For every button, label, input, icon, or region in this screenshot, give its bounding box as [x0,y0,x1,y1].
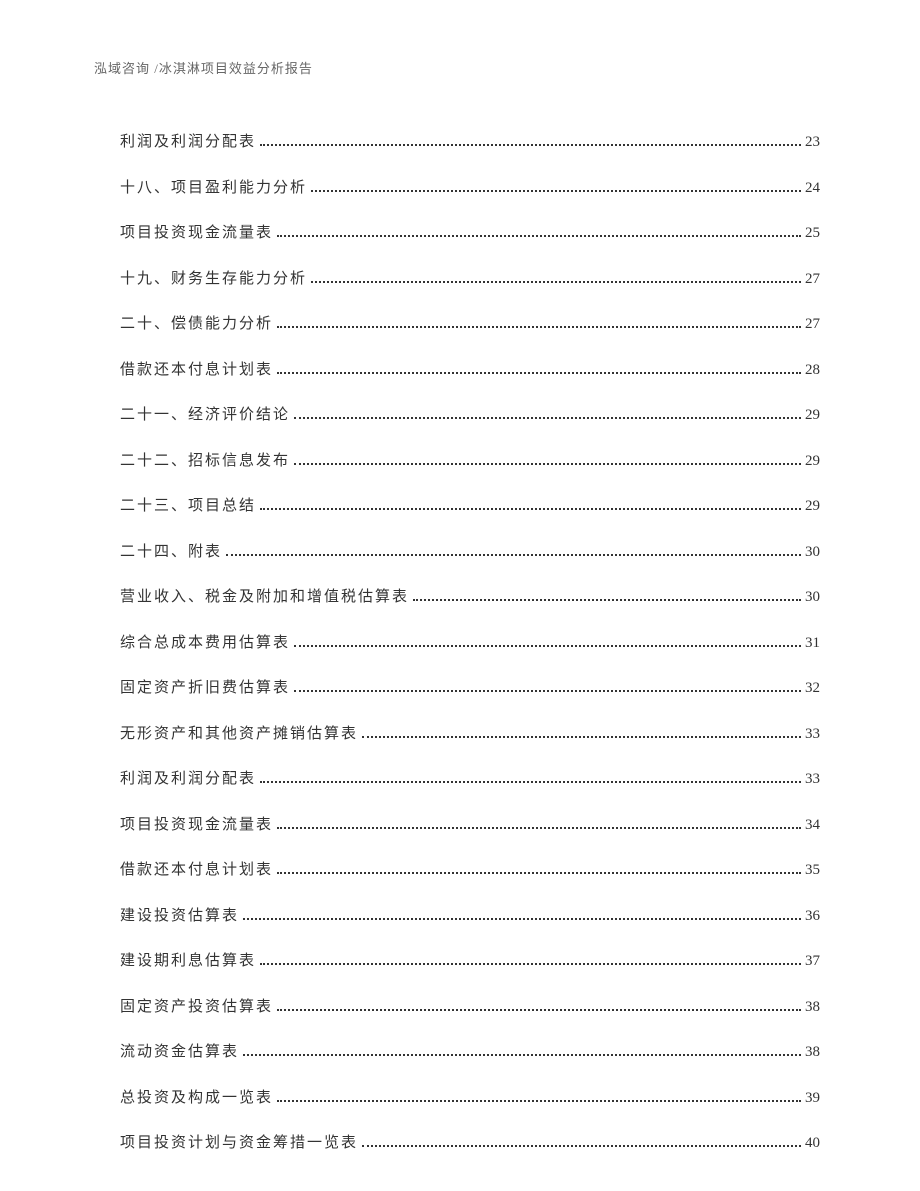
toc-row: 二十三、项目总结 29 [120,494,820,515]
toc-dots [260,508,801,510]
toc-page: 34 [805,817,820,834]
toc-title: 二十二、招标信息发布 [120,449,290,470]
toc-page: 28 [805,362,820,379]
toc-dots [294,463,801,465]
toc-row: 项目投资现金流量表 34 [120,813,820,834]
toc-dots [260,963,801,965]
toc-page: 33 [805,726,820,743]
toc-row: 二十一、经济评价结论 29 [120,403,820,424]
toc-page: 29 [805,498,820,515]
toc-page: 27 [805,271,820,288]
toc-row: 项目投资现金流量表 25 [120,221,820,242]
toc-row: 利润及利润分配表 23 [120,130,820,151]
toc-title: 流动资金估算表 [120,1040,239,1061]
toc-title: 利润及利润分配表 [120,767,256,788]
toc-page: 36 [805,908,820,925]
toc-title: 项目投资计划与资金筹措一览表 [120,1131,358,1152]
toc-dots [277,1100,801,1102]
toc-page: 29 [805,407,820,424]
toc-dots [311,281,801,283]
toc-dots [362,736,801,738]
toc-dots [294,690,801,692]
toc-row: 营业收入、税金及附加和增值税估算表 30 [120,585,820,606]
toc-page: 37 [805,953,820,970]
toc-row: 利润及利润分配表 33 [120,767,820,788]
toc-row: 借款还本付息计划表 35 [120,858,820,879]
toc-page: 31 [805,635,820,652]
toc-container: 利润及利润分配表 23 十八、项目盈利能力分析 24 项目投资现金流量表 25 … [120,130,820,1177]
toc-row: 固定资产折旧费估算表 32 [120,676,820,697]
toc-title: 利润及利润分配表 [120,130,256,151]
toc-dots [260,781,801,783]
toc-title: 总投资及构成一览表 [120,1086,273,1107]
toc-dots [277,372,801,374]
toc-title: 十八、项目盈利能力分析 [120,176,307,197]
toc-dots [362,1145,801,1147]
toc-row: 无形资产和其他资产摊销估算表 33 [120,722,820,743]
toc-page: 25 [805,225,820,242]
toc-row: 建设期利息估算表 37 [120,949,820,970]
toc-title: 二十三、项目总结 [120,494,256,515]
toc-page: 30 [805,544,820,561]
toc-title: 借款还本付息计划表 [120,358,273,379]
page-header: 泓域咨询 /冰淇淋项目效益分析报告 [94,58,313,77]
toc-row: 项目投资计划与资金筹措一览表 40 [120,1131,820,1152]
toc-title: 无形资产和其他资产摊销估算表 [120,722,358,743]
toc-dots [277,827,801,829]
toc-page: 40 [805,1135,820,1152]
toc-title: 固定资产折旧费估算表 [120,676,290,697]
toc-title: 借款还本付息计划表 [120,858,273,879]
toc-dots [243,918,801,920]
toc-row: 借款还本付息计划表 28 [120,358,820,379]
toc-dots [277,1009,801,1011]
toc-title: 固定资产投资估算表 [120,995,273,1016]
toc-title: 项目投资现金流量表 [120,221,273,242]
toc-dots [311,190,801,192]
toc-title: 综合总成本费用估算表 [120,631,290,652]
toc-row: 综合总成本费用估算表 31 [120,631,820,652]
toc-row: 固定资产投资估算表 38 [120,995,820,1016]
toc-dots [226,554,801,556]
toc-page: 29 [805,453,820,470]
toc-page: 38 [805,999,820,1016]
toc-row: 总投资及构成一览表 39 [120,1086,820,1107]
toc-dots [260,144,801,146]
toc-title: 项目投资现金流量表 [120,813,273,834]
toc-page: 32 [805,680,820,697]
toc-page: 39 [805,1090,820,1107]
toc-row: 十九、财务生存能力分析 27 [120,267,820,288]
toc-dots [277,235,801,237]
toc-page: 27 [805,316,820,333]
toc-title: 建设投资估算表 [120,904,239,925]
toc-row: 二十四、附表 30 [120,540,820,561]
toc-page: 35 [805,862,820,879]
toc-title: 二十一、经济评价结论 [120,403,290,424]
toc-dots [294,417,801,419]
toc-title: 营业收入、税金及附加和增值税估算表 [120,585,409,606]
toc-title: 十九、财务生存能力分析 [120,267,307,288]
toc-dots [277,326,801,328]
toc-row: 二十、偿债能力分析 27 [120,312,820,333]
toc-page: 33 [805,771,820,788]
toc-row: 流动资金估算表 38 [120,1040,820,1061]
toc-row: 十八、项目盈利能力分析 24 [120,176,820,197]
toc-dots [413,599,801,601]
toc-page: 23 [805,134,820,151]
toc-row: 二十二、招标信息发布 29 [120,449,820,470]
toc-title: 二十四、附表 [120,540,222,561]
toc-dots [243,1054,801,1056]
toc-dots [277,872,801,874]
toc-title: 二十、偿债能力分析 [120,312,273,333]
toc-dots [294,645,801,647]
toc-title: 建设期利息估算表 [120,949,256,970]
toc-page: 30 [805,589,820,606]
toc-page: 38 [805,1044,820,1061]
toc-page: 24 [805,180,820,197]
toc-row: 建设投资估算表 36 [120,904,820,925]
